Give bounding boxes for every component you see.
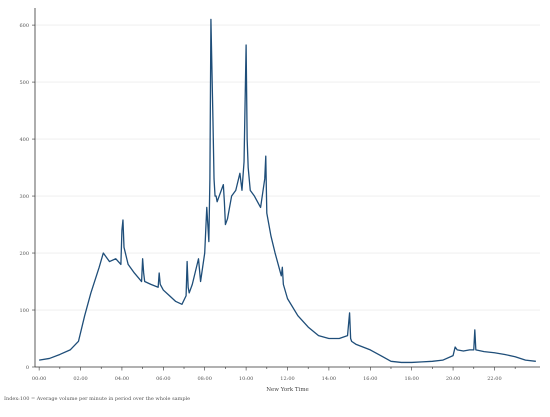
x-tick-label: 14:00 <box>322 376 336 382</box>
x-tick-label: 04:00 <box>115 376 129 382</box>
y-tick-label: 0 <box>26 365 29 371</box>
footnote: Index:100 = Average volume per minute in… <box>4 396 191 402</box>
x-tick-label: 16:00 <box>363 376 377 382</box>
x-axis-ticks: 00:00 02:00 04:00 06:00 08:00 10:00 12:00 14:00… <box>32 367 516 382</box>
x-tick-label: 20:00 <box>446 376 460 382</box>
x-tick-label: 22:00 <box>487 376 501 382</box>
horizontal-gridlines <box>35 24 540 368</box>
series-line <box>39 18 536 364</box>
x-axis-title: New York Time <box>266 387 309 393</box>
y-tick-label: 400 <box>19 137 29 143</box>
x-tick-label: 12:00 <box>280 376 294 382</box>
y-axis-ticks: 0 100 200 300 400 500 600 <box>19 23 35 371</box>
x-tick-label: 06:00 <box>156 376 170 382</box>
y-tick-label: 300 <box>19 194 29 200</box>
x-tick-label: 10:00 <box>239 376 253 382</box>
x-tick-label: 02:00 <box>73 376 87 382</box>
x-tick-label: 00:00 <box>32 376 46 382</box>
x-tick-label: 18:00 <box>404 376 418 382</box>
y-tick-label: 600 <box>19 23 29 29</box>
y-tick-label: 500 <box>19 80 29 86</box>
x-tick-label: 08:00 <box>198 376 212 382</box>
y-tick-label: 200 <box>19 251 29 257</box>
y-tick-label: 100 <box>19 308 29 314</box>
